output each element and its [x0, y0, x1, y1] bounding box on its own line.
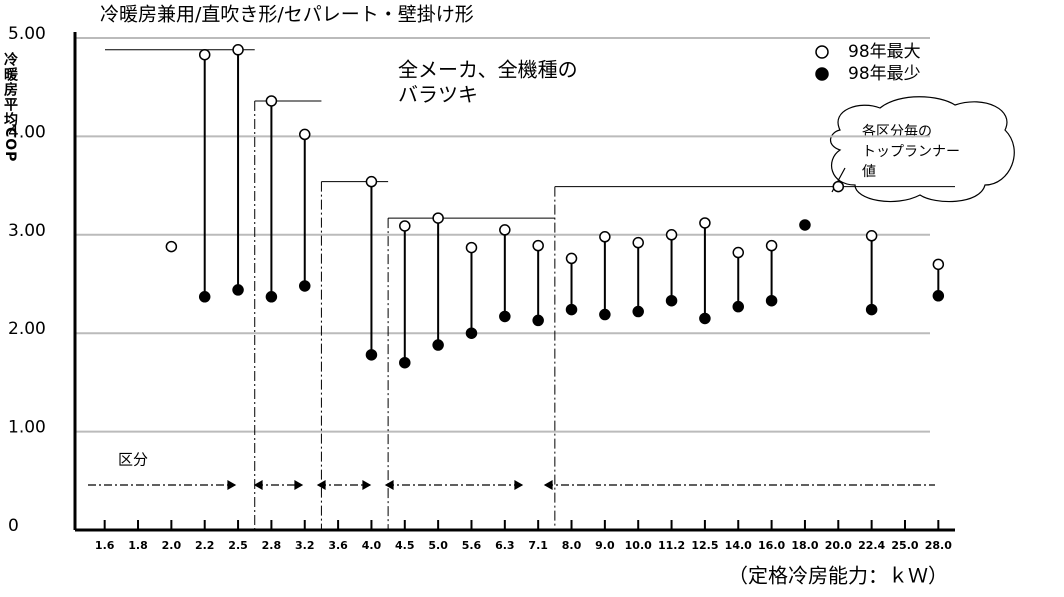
- x-tick-label: 10.0: [625, 539, 652, 552]
- max-point: [932, 258, 945, 271]
- min-point: [665, 294, 678, 307]
- max-point: [165, 240, 178, 253]
- x-tick-label: 16.0: [758, 539, 785, 552]
- max-point: [299, 128, 311, 141]
- x-tick-label: 8.0: [562, 539, 582, 552]
- chart-title: 冷暖房兼用/直吹き形/セパレート・壁掛け形: [100, 4, 474, 26]
- min-point: [765, 294, 778, 307]
- max-point: [265, 95, 278, 107]
- min-point: [632, 305, 644, 318]
- x-tick-label: 1.8: [128, 539, 148, 552]
- min-point: [265, 291, 278, 303]
- x-tick-label: 28.0: [925, 539, 952, 552]
- x-tick-label: 2.2: [195, 539, 215, 552]
- x-tick-label: 3.6: [328, 539, 348, 552]
- annotation: 全メーカ、全機種の: [398, 58, 578, 82]
- y-tick-label: 2.00: [8, 319, 46, 339]
- x-tick-label: 5.0: [428, 539, 448, 552]
- class-arrows: [88, 479, 935, 491]
- x-tick-label: 1.6: [95, 539, 115, 552]
- min-point: [865, 303, 878, 316]
- annotation: バラツキ: [398, 83, 478, 107]
- legend-label: 98年最少: [848, 64, 921, 84]
- callout: 値: [862, 164, 876, 180]
- min-point: [932, 290, 945, 302]
- max-point: [432, 212, 444, 224]
- min-point: [465, 327, 478, 339]
- x-tick-label: 12.5: [691, 539, 718, 552]
- y-tick-label: 3.00: [8, 221, 46, 241]
- y-axis-label: 冷暖房平均COP: [2, 51, 18, 162]
- legend-label: 98年最大: [848, 42, 921, 62]
- x-tick-label: 3.2: [295, 539, 315, 552]
- y-tick-label: 5.00: [8, 24, 46, 44]
- min-point: [399, 356, 411, 369]
- x-tick-label: 7.1: [528, 539, 548, 552]
- min-point: [799, 219, 811, 231]
- x-axis-label: （定格冷房能力：ｋＷ）: [728, 564, 948, 588]
- max-point: [198, 48, 211, 61]
- x-tick-label: 9.0: [595, 539, 615, 552]
- y-tick-label: 4.00: [8, 122, 46, 142]
- max-point: [632, 236, 644, 249]
- y-tick-label: 1.00: [8, 418, 46, 438]
- callout: トップランナー: [862, 144, 960, 160]
- x-tick-label: 5.6: [462, 539, 482, 552]
- max-point: [699, 217, 711, 229]
- max-point: [599, 231, 611, 243]
- min-point: [232, 284, 244, 296]
- legend-marker: [815, 45, 829, 59]
- min-point: [198, 291, 211, 303]
- x-tick-label: 2.0: [162, 539, 182, 552]
- min-point: [532, 314, 544, 327]
- max-point: [532, 239, 544, 252]
- x-tick-label: 6.3: [495, 539, 515, 552]
- max-point: [399, 220, 411, 232]
- x-tick-label: 22.4: [858, 539, 885, 552]
- min-point: [699, 312, 711, 325]
- x-tick-label: 11.2: [658, 539, 685, 552]
- min-point: [299, 280, 311, 292]
- max-point: [499, 224, 511, 236]
- x-tick-label: 2.8: [262, 539, 282, 552]
- min-point: [499, 310, 511, 323]
- max-point: [665, 229, 678, 241]
- max-point: [565, 252, 578, 265]
- legend-marker: [815, 67, 829, 81]
- class-label: 区分: [118, 451, 148, 469]
- max-point: [865, 230, 878, 242]
- max-point: [232, 44, 244, 56]
- max-point: [765, 239, 778, 252]
- y-tick-label: 0: [8, 516, 19, 536]
- max-point: [732, 246, 744, 259]
- min-point: [732, 300, 744, 313]
- x-tick-label: 4.5: [395, 539, 415, 552]
- max-point: [365, 175, 378, 188]
- max-point: [465, 241, 478, 254]
- min-point: [565, 303, 578, 316]
- min-point: [599, 308, 611, 321]
- x-tick-label: 20.0: [825, 539, 852, 552]
- min-point: [365, 349, 378, 361]
- callout-bubble: [830, 96, 1015, 203]
- x-tick-label: 14.0: [725, 539, 752, 552]
- max-point: [832, 180, 845, 193]
- x-tick-label: 2.5: [228, 539, 248, 552]
- min-point: [432, 339, 444, 351]
- x-tick-label: 25.0: [891, 539, 918, 552]
- x-tick-label: 4.0: [362, 539, 382, 552]
- x-tick-label: 18.0: [791, 539, 818, 552]
- callout: 各区分毎の: [862, 124, 932, 140]
